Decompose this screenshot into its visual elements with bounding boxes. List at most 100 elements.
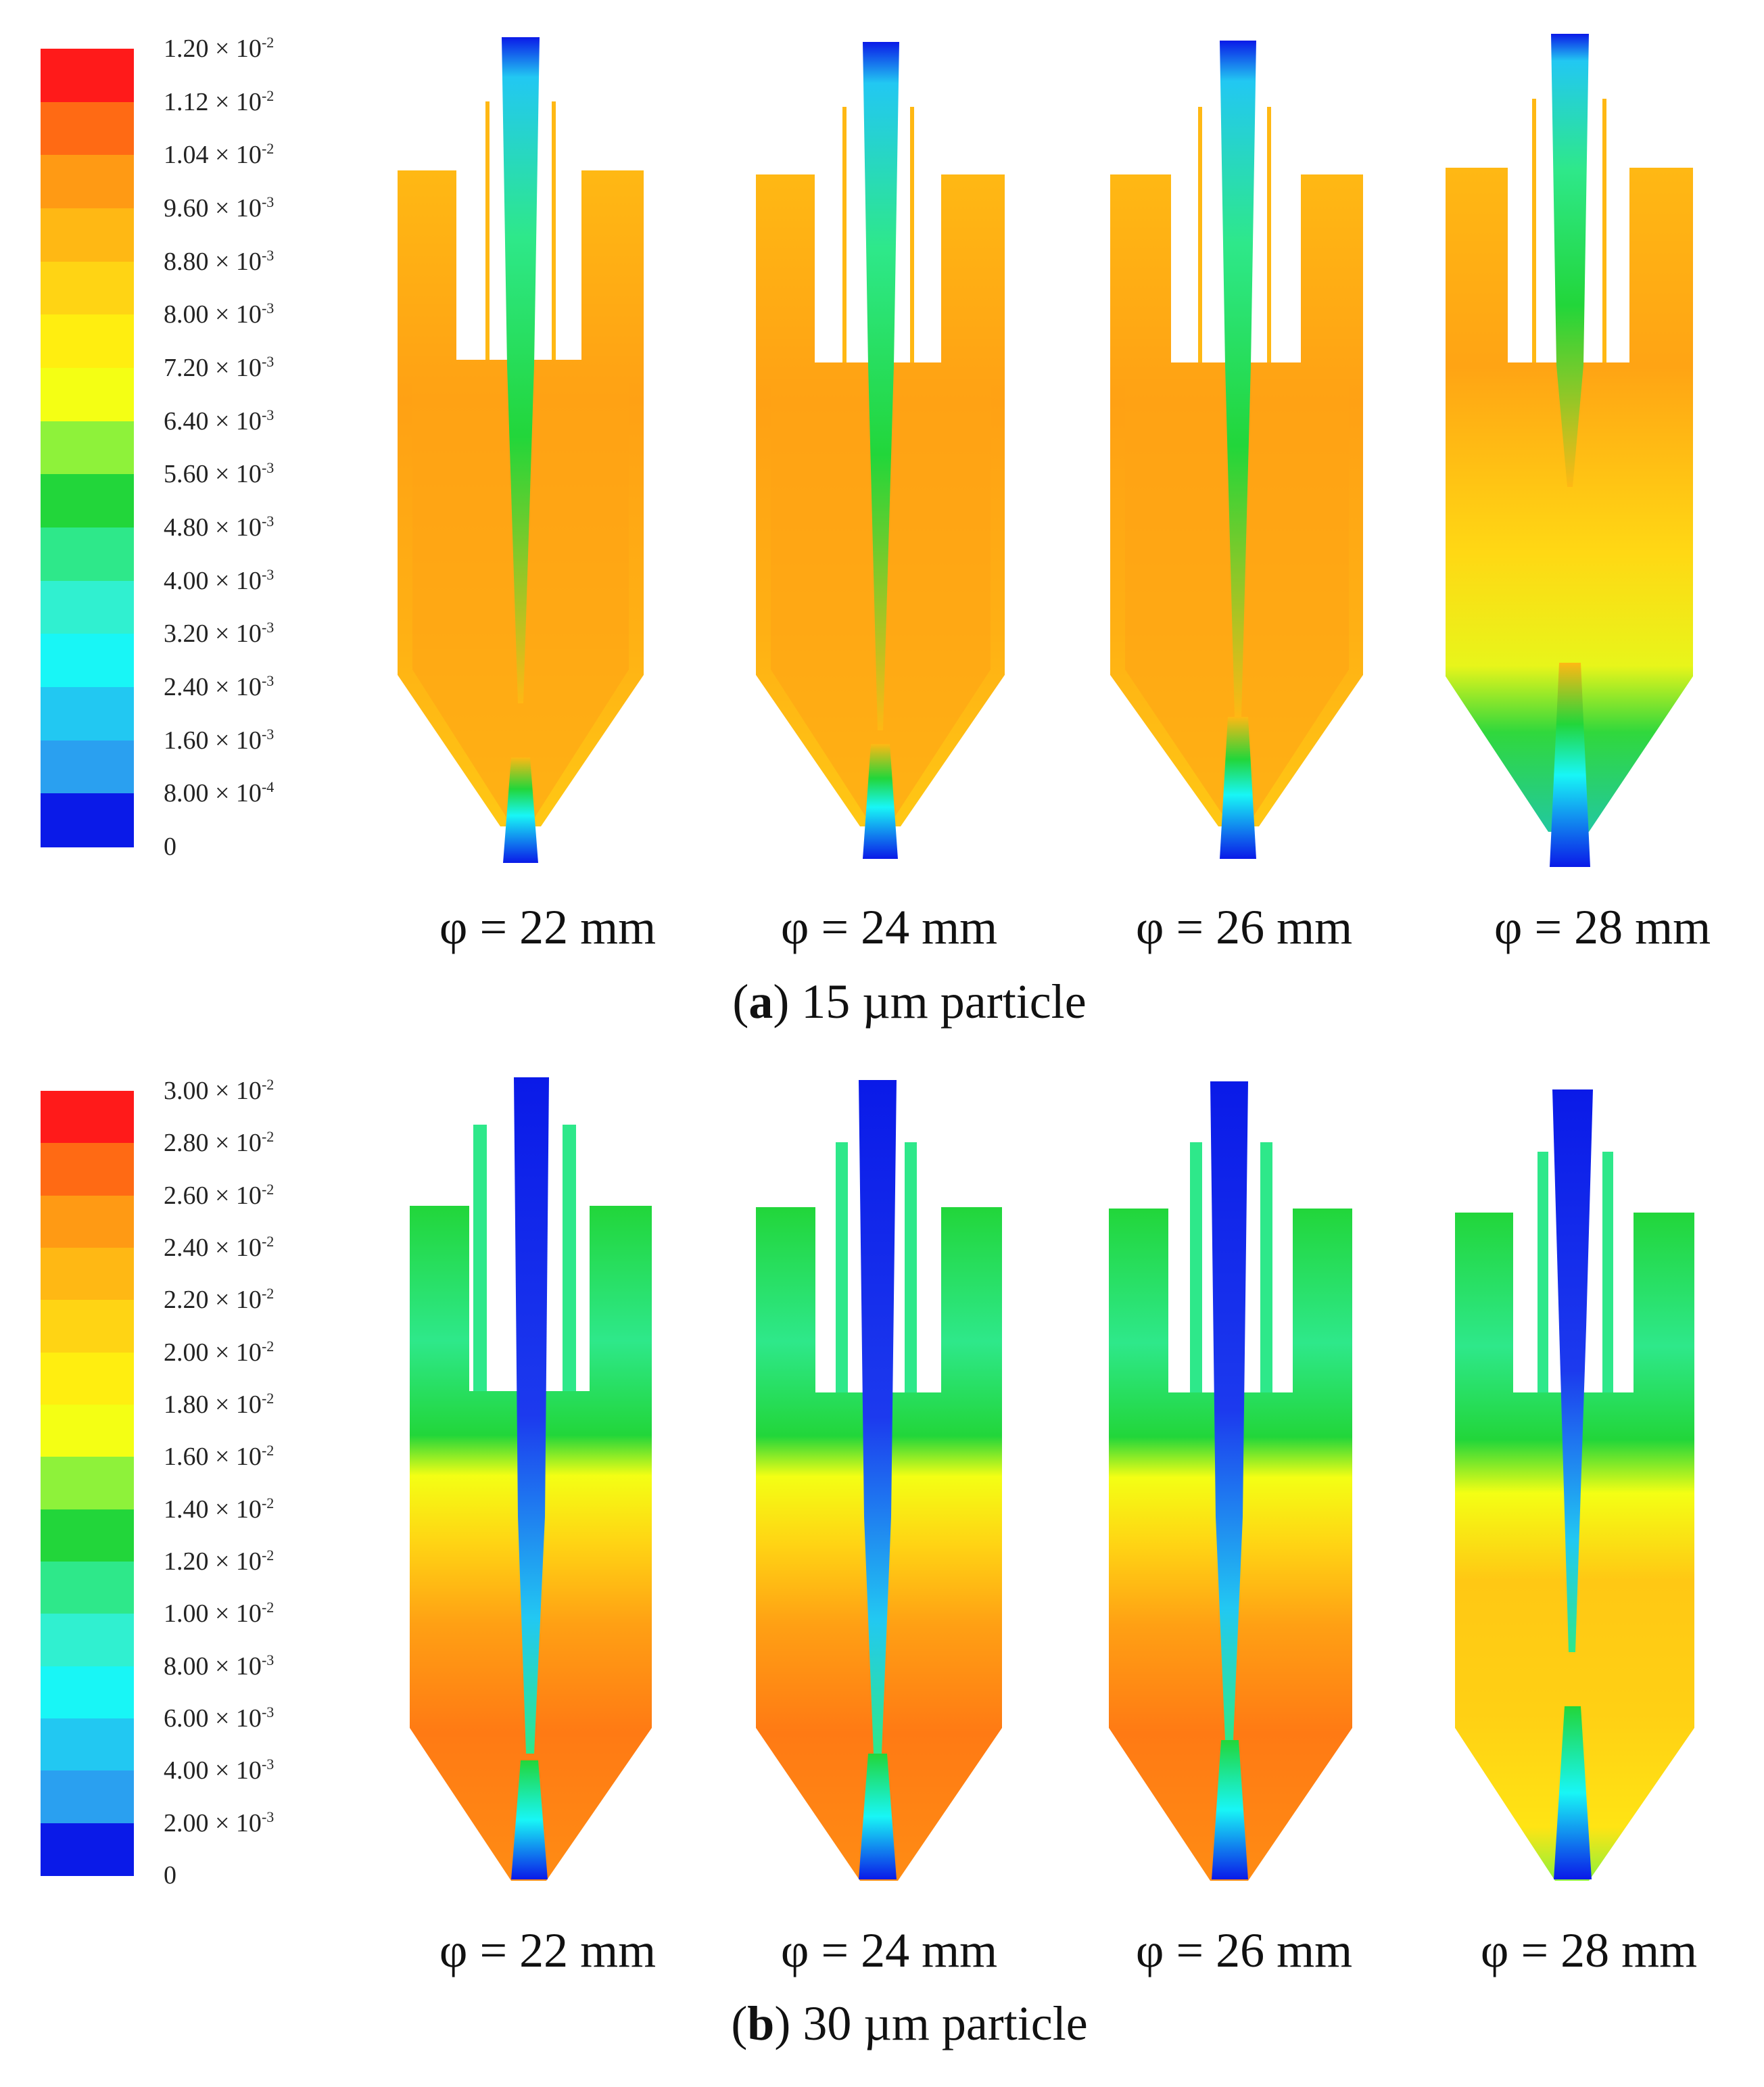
- colorbar-tick-label: 2.40 × 10-2: [164, 1233, 275, 1262]
- geometry-label-a-24mm: φ = 24 mm: [780, 900, 998, 954]
- colorbar-swatch: [41, 527, 134, 582]
- colorbar-swatch: [41, 155, 134, 209]
- caption-b-text: 30 µm particle: [803, 1996, 1088, 2050]
- colorbar-tick-label: 8.00 × 10-3: [164, 300, 275, 329]
- contour-a-28mm: [1446, 34, 1693, 867]
- colorbar-tick-exponent: -2: [261, 140, 275, 158]
- colorbar-swatch: [41, 1091, 134, 1144]
- colorbar-swatch: [41, 1562, 134, 1615]
- colorbar-tick-label: 6.00 × 10-3: [164, 1704, 275, 1733]
- colorbar-tick-label: 0: [164, 1861, 176, 1890]
- contour-b-22mm: [410, 1077, 652, 1881]
- colorbar-swatch: [41, 314, 134, 369]
- colorbar-swatch: [41, 1352, 134, 1405]
- colorbar-swatch: [41, 1405, 134, 1458]
- colorbar-swatch: [41, 1195, 134, 1248]
- colorbar-tick-label: 1.60 × 10-2: [164, 1442, 275, 1472]
- colorbar-tick-label: 2.80 × 10-2: [164, 1128, 275, 1158]
- colorbar-swatch: [41, 421, 134, 475]
- colorbar-tick-label: 2.60 × 10-2: [164, 1180, 275, 1210]
- colorbar-tick-exponent: -3: [261, 1756, 275, 1773]
- caption-a: (a) 15 µm particle: [732, 975, 1087, 1029]
- colorbar-tick-exponent: -3: [261, 459, 275, 477]
- colorbar-tick-exponent: -3: [261, 406, 275, 423]
- colorbar-tick-label: 8.00 × 10-4: [164, 778, 275, 808]
- colorbar-tick-exponent: -3: [261, 672, 275, 689]
- colorbar-tick-exponent: -3: [261, 725, 275, 743]
- caption-a-text: 15 µm particle: [801, 975, 1087, 1029]
- colorbar-tick-label: 2.00 × 10-3: [164, 1808, 275, 1837]
- colorbar-tick-exponent: -2: [261, 1233, 275, 1250]
- colorbar-tick-label: 8.80 × 10-3: [164, 246, 275, 276]
- colorbar-swatch: [41, 101, 134, 156]
- colorbar-tick-label: 1.60 × 10-3: [164, 725, 275, 755]
- colorbar-tick-label: 4.80 × 10-3: [164, 513, 275, 542]
- colorbar-tick-exponent: -3: [261, 353, 275, 370]
- colorbar-tick-exponent: -2: [261, 1337, 275, 1355]
- geometry-label-b-22mm: φ = 22 mm: [439, 1923, 657, 1977]
- geometry-label-a-28mm: φ = 28 mm: [1494, 900, 1711, 954]
- colorbar-tick-exponent: -2: [261, 1547, 275, 1564]
- geometry-label-b-24mm: φ = 24 mm: [780, 1923, 998, 1977]
- colorbar-tick-label: 6.40 × 10-3: [164, 406, 275, 436]
- colorbar-a: 1.20 × 10-2 1.12 × 10-2 1.04 × 10-2 9.60 × …: [41, 34, 274, 861]
- colorbar-tick-label: 5.60 × 10-3: [164, 459, 275, 489]
- colorbar-tick-exponent: -3: [261, 565, 275, 583]
- colorbar-tick-exponent: -3: [261, 1704, 275, 1720]
- colorbar-swatch: [41, 208, 134, 262]
- colorbar-tick-exponent: -3: [261, 513, 275, 530]
- colorbar-swatch: [41, 1614, 134, 1667]
- colorbar-swatch: [41, 1457, 134, 1510]
- caption-a-letter: a: [748, 975, 773, 1029]
- contour-a-26mm: [1110, 41, 1363, 859]
- colorbar-tick-label: 1.40 × 10-2: [164, 1494, 275, 1524]
- geometry-label-a-26mm: φ = 26 mm: [1135, 900, 1353, 954]
- colorbar-tick-label: 3.00 × 10-2: [164, 1076, 275, 1105]
- contour-plots-b: [410, 1077, 1694, 1881]
- colorbar-tick-exponent: -2: [261, 1128, 275, 1146]
- contour-b-26mm: [1109, 1081, 1352, 1881]
- colorbar-b: 3.00 × 10-2 2.80 × 10-2 2.60 × 10-2 2.40 × …: [41, 1076, 274, 1890]
- caption-b: (b) 30 µm particle: [731, 1996, 1088, 2050]
- colorbar-swatch: [41, 1248, 134, 1301]
- geometry-label-a-22mm: φ = 22 mm: [439, 900, 657, 954]
- contour-plots-a: [398, 34, 1693, 867]
- colorbar-tick-exponent: -2: [261, 1180, 275, 1198]
- colorbar-swatch: [41, 1143, 134, 1196]
- colorbar-tick-exponent: -2: [261, 1076, 275, 1093]
- colorbar-tick-label: 1.20 × 10-2: [164, 34, 275, 63]
- colorbar-tick-exponent: -2: [261, 87, 275, 104]
- geometry-label-b-26mm: φ = 26 mm: [1135, 1923, 1353, 1977]
- colorbar-swatch: [41, 1300, 134, 1353]
- colorbar-swatch: [41, 793, 134, 847]
- colorbar-tick-exponent: -3: [261, 1808, 275, 1825]
- colorbar-tick-exponent: -3: [261, 193, 275, 210]
- colorbar-tick-label: 3.20 × 10-3: [164, 619, 275, 649]
- colorbar-tick-label: 2.40 × 10-3: [164, 672, 275, 701]
- colorbar-tick-exponent: -2: [261, 1599, 275, 1616]
- colorbar-tick-label: 2.00 × 10-2: [164, 1337, 275, 1367]
- colorbar-swatch: [41, 49, 134, 103]
- contour-a-22mm: [398, 37, 644, 863]
- colorbar-tick-label: 7.20 × 10-3: [164, 353, 275, 382]
- colorbar-swatch: [41, 634, 134, 688]
- colorbar-tick-label: 1.04 × 10-2: [164, 140, 275, 170]
- colorbar-tick-exponent: -3: [261, 619, 275, 636]
- colorbar-swatch: [41, 1771, 134, 1824]
- colorbar-swatch: [41, 1509, 134, 1562]
- colorbar-tick-exponent: -4: [261, 778, 275, 796]
- colorbar-tick-exponent: -2: [261, 34, 275, 51]
- colorbar-tick-label: 8.00 × 10-3: [164, 1651, 275, 1681]
- panel-b: 3.00 × 10-2 2.80 × 10-2 2.60 × 10-2 2.40 × …: [0, 1044, 1764, 2087]
- colorbar-swatch: [41, 580, 134, 635]
- colorbar-swatch: [41, 1718, 134, 1772]
- contour-b-24mm: [756, 1080, 1002, 1881]
- geometry-label-b-28mm: φ = 28 mm: [1480, 1923, 1698, 1977]
- colorbar-tick-exponent: -2: [261, 1442, 275, 1459]
- colorbar-tick-exponent: -2: [261, 1390, 275, 1407]
- colorbar-swatch: [41, 1823, 134, 1876]
- colorbar-tick-label: 0: [164, 833, 176, 861]
- colorbar-tick-label: 1.80 × 10-2: [164, 1390, 275, 1419]
- colorbar-tick-exponent: -3: [261, 246, 275, 264]
- colorbar-tick-exponent: -2: [261, 1494, 275, 1511]
